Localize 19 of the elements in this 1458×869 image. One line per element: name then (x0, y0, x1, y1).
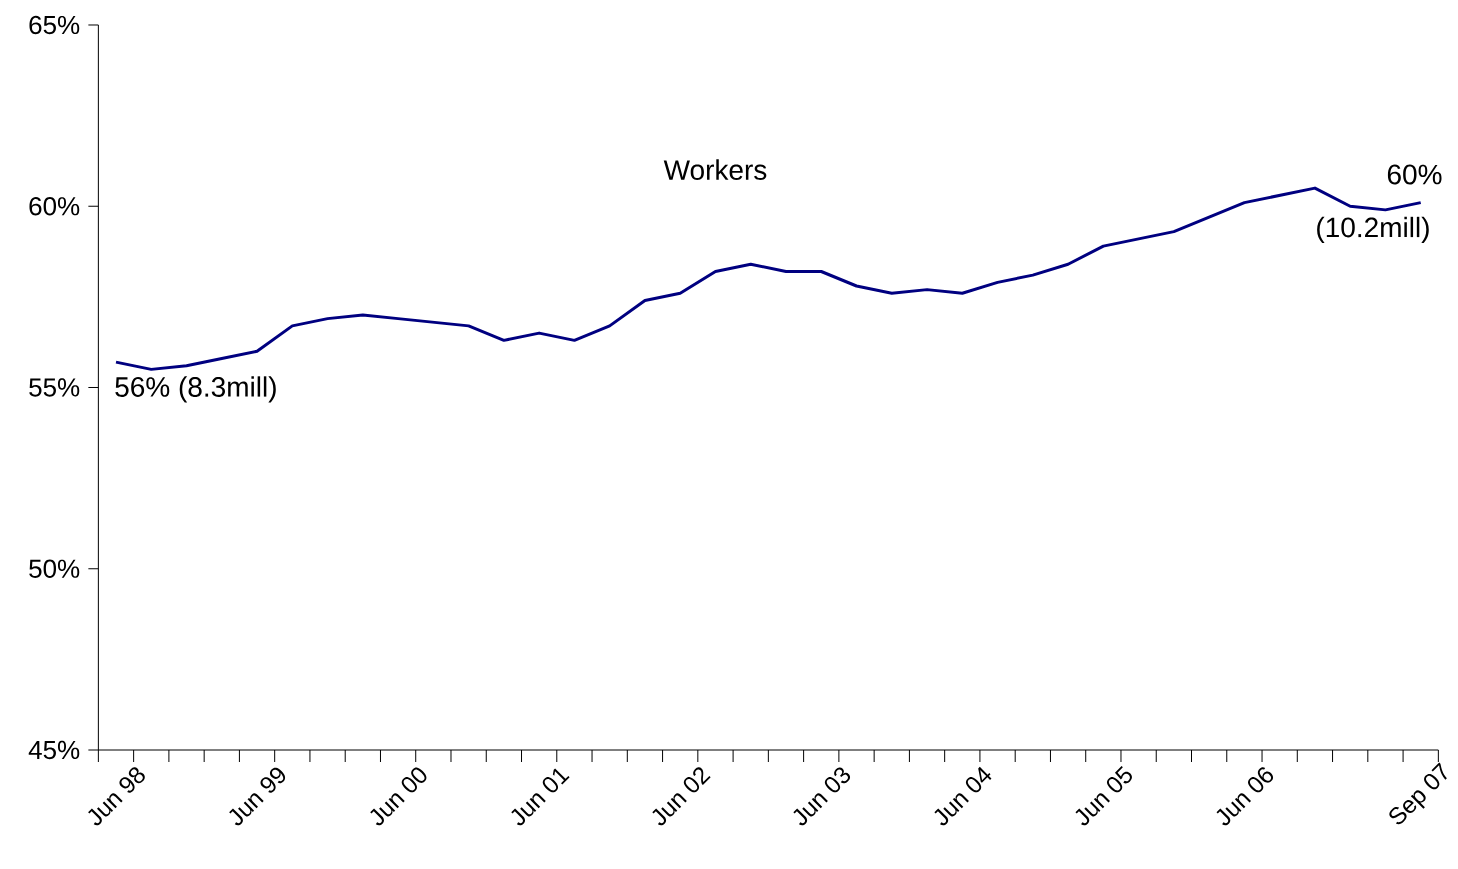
y-tick-label: 55% (29, 378, 80, 397)
x-tick-label: Jun 06 (1216, 767, 1274, 826)
x-tick-label: Jun 05 (1075, 766, 1132, 826)
x-tick-label: Sep 07 (1389, 762, 1447, 825)
text: Workers (663, 159, 767, 180)
annotation: 56% (8.3mill) (115, 376, 276, 403)
y-tick-label: 60% (29, 197, 80, 216)
x-tick-label: Jun 98 (88, 767, 145, 826)
y-tick-label: 65% (29, 15, 80, 35)
x-tick-label: Jun 01 (511, 768, 570, 826)
x-tick-label: Jun 00 (370, 767, 427, 826)
x-tick-label: Jun 04 (934, 766, 992, 826)
y-tick-label: 50% (29, 559, 80, 578)
x-tick-label: Jun 02 (652, 767, 711, 826)
y-tick-label: 45% (28, 740, 80, 760)
annotation: 60% (1387, 164, 1442, 185)
annotation: (10.2mill) (1317, 216, 1429, 243)
x-tick-label: Jun 99 (229, 767, 286, 826)
x-tick-label: Jun 03 (793, 767, 851, 826)
